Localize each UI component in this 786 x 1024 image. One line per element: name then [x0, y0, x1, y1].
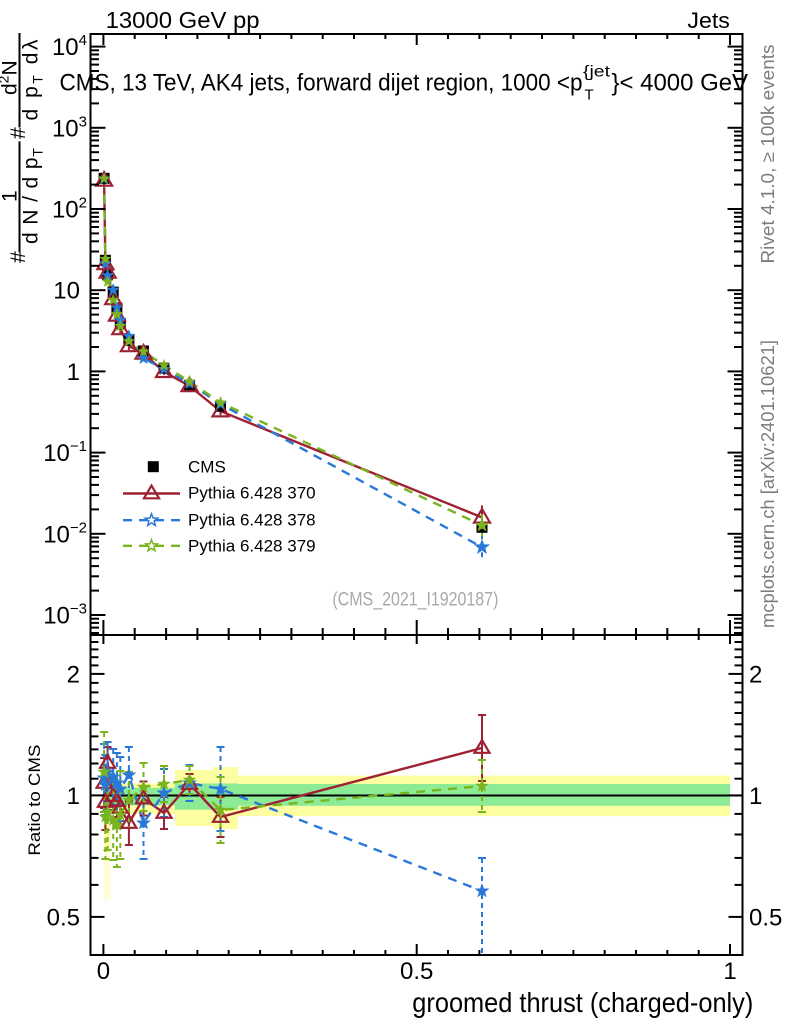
svg-text:CMS: CMS	[188, 458, 226, 477]
svg-text:0.5: 0.5	[400, 958, 433, 985]
svg-text:2: 2	[749, 661, 762, 688]
svg-text:1: 1	[67, 359, 80, 386]
svg-text:mcplots.cern.ch [arXiv:2401.10: mcplots.cern.ch [arXiv:2401.10621]	[758, 340, 778, 628]
svg-text:d N / d pT: d N / d pT	[20, 148, 46, 244]
svg-text:10: 10	[53, 278, 80, 305]
svg-text:d2N: d2N	[0, 60, 22, 95]
svg-text:T: T	[585, 87, 594, 104]
svg-text:13000 GeV pp: 13000 GeV pp	[106, 7, 260, 33]
svg-text:0.5: 0.5	[47, 904, 80, 931]
svg-text:#: #	[7, 251, 30, 263]
svg-text:0.5: 0.5	[749, 904, 782, 931]
svg-text:}< 4000 GeV: }< 4000 GeV	[612, 70, 749, 97]
svg-text:Jets: Jets	[687, 8, 730, 33]
svg-text:Rivet 4.1.0, ≥ 100k events: Rivet 4.1.0, ≥ 100k events	[758, 45, 778, 264]
svg-text:1: 1	[723, 958, 736, 985]
svg-text:1: 1	[749, 783, 762, 810]
svg-text:1: 1	[67, 783, 80, 810]
svg-text:(CMS_2021_I1920187): (CMS_2021_I1920187)	[332, 589, 498, 611]
svg-text:#: #	[7, 127, 30, 139]
svg-text:Ratio to CMS: Ratio to CMS	[25, 745, 44, 856]
svg-text:CMS, 13 TeV, AK4 jets, forward: CMS, 13 TeV, AK4 jets, forward dijet reg…	[60, 70, 583, 97]
svg-text:0: 0	[97, 958, 110, 985]
svg-text:Pythia 6.428 370: Pythia 6.428 370	[188, 484, 316, 503]
svg-text:1: 1	[0, 190, 22, 202]
svg-text:groomed thrust (charged-only): groomed thrust (charged-only)	[412, 987, 753, 1018]
svg-text:2: 2	[67, 661, 80, 688]
svg-text:{jet: {jet	[583, 64, 611, 81]
svg-text:Pythia 6.428 378: Pythia 6.428 378	[188, 511, 316, 530]
svg-text:Pythia 6.428 379: Pythia 6.428 379	[188, 537, 316, 556]
